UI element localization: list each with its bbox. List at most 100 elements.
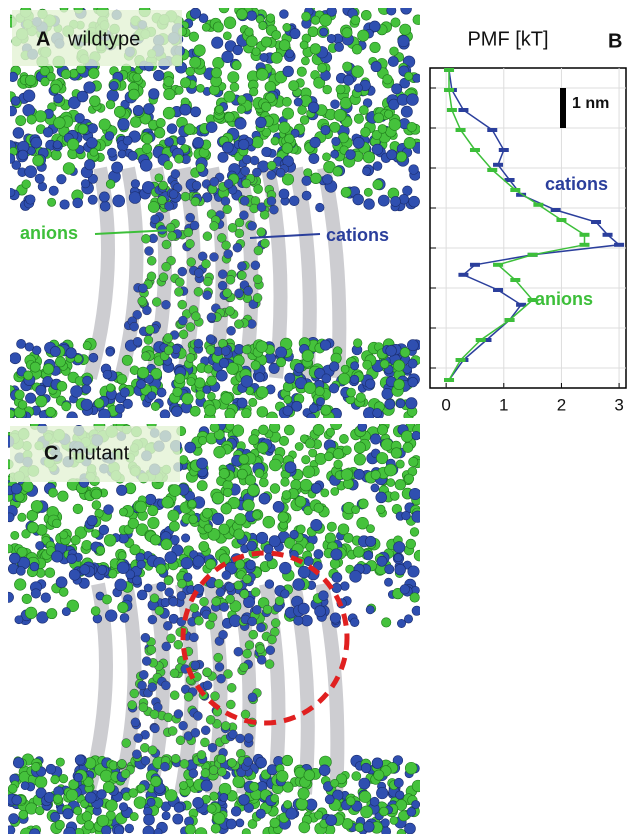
ion <box>236 397 248 409</box>
ion <box>381 617 392 628</box>
ion <box>149 593 160 603</box>
ion <box>355 392 366 403</box>
ion <box>211 67 222 79</box>
ion <box>317 63 327 73</box>
ion <box>238 794 250 806</box>
panel-a <box>10 8 420 418</box>
ion <box>397 35 410 48</box>
ion <box>225 594 235 604</box>
ion <box>82 375 92 386</box>
ion <box>200 768 211 778</box>
ion <box>193 287 204 297</box>
ion <box>124 823 134 834</box>
ion <box>209 791 219 801</box>
ion <box>149 534 162 546</box>
ion <box>310 482 322 494</box>
ion <box>14 578 27 591</box>
ion <box>375 491 387 504</box>
ion <box>54 819 65 830</box>
ion <box>112 194 125 208</box>
ion <box>322 84 332 95</box>
ion <box>251 510 262 520</box>
ion <box>180 191 191 202</box>
ion <box>218 630 228 640</box>
ion <box>66 138 80 151</box>
ion <box>282 405 294 416</box>
ion <box>103 504 114 515</box>
ion <box>358 105 369 115</box>
ion <box>196 83 205 93</box>
ion <box>56 380 68 392</box>
ion <box>284 372 296 384</box>
ion <box>147 745 158 755</box>
ion <box>362 359 373 370</box>
ion <box>276 770 289 783</box>
ion <box>117 601 129 614</box>
ion <box>79 564 91 575</box>
ion <box>303 505 313 516</box>
ion <box>140 743 150 753</box>
ion <box>87 123 98 134</box>
ion <box>129 688 140 699</box>
ion <box>294 495 307 508</box>
ion <box>246 540 257 552</box>
ion <box>199 597 209 607</box>
ion <box>119 507 128 517</box>
ion <box>335 84 346 95</box>
ion <box>82 341 92 351</box>
ion <box>284 133 295 144</box>
ion <box>253 245 264 256</box>
ion <box>15 115 27 126</box>
ion <box>10 409 15 418</box>
ion <box>145 325 155 335</box>
ion <box>255 644 265 654</box>
ion <box>50 149 62 161</box>
ion <box>138 702 149 712</box>
ion <box>363 550 374 561</box>
ion <box>35 541 45 551</box>
ion <box>234 228 245 239</box>
ion <box>326 521 337 532</box>
ion <box>113 105 126 118</box>
ion <box>234 513 247 526</box>
ion <box>147 614 158 625</box>
ion <box>66 599 79 612</box>
ion <box>353 441 366 454</box>
ion <box>146 645 157 655</box>
ion <box>139 670 149 680</box>
ion <box>116 484 128 496</box>
ion <box>296 524 306 534</box>
ion <box>353 83 363 93</box>
ion <box>201 259 211 269</box>
ion <box>370 433 382 445</box>
ion <box>240 709 251 720</box>
ion <box>96 789 107 800</box>
ion <box>301 349 314 362</box>
ion <box>10 105 17 117</box>
ion <box>8 544 14 554</box>
ion <box>226 683 237 693</box>
ion <box>129 322 139 332</box>
ion <box>313 502 324 513</box>
ion <box>277 511 289 523</box>
ion <box>342 445 352 455</box>
ion <box>249 781 259 792</box>
ion <box>70 535 81 546</box>
ion <box>25 392 37 404</box>
ion <box>320 488 330 498</box>
ion <box>62 162 76 175</box>
ion <box>193 338 204 349</box>
ion <box>56 174 67 185</box>
ion <box>326 427 335 437</box>
ion <box>136 379 146 389</box>
ion <box>282 96 292 107</box>
ion <box>360 805 373 819</box>
ion <box>22 89 36 102</box>
ion <box>331 572 343 583</box>
ion <box>324 532 336 544</box>
ion <box>77 123 89 135</box>
ion <box>409 527 420 537</box>
ion <box>168 484 182 497</box>
ion <box>120 769 131 779</box>
ion <box>95 545 106 555</box>
